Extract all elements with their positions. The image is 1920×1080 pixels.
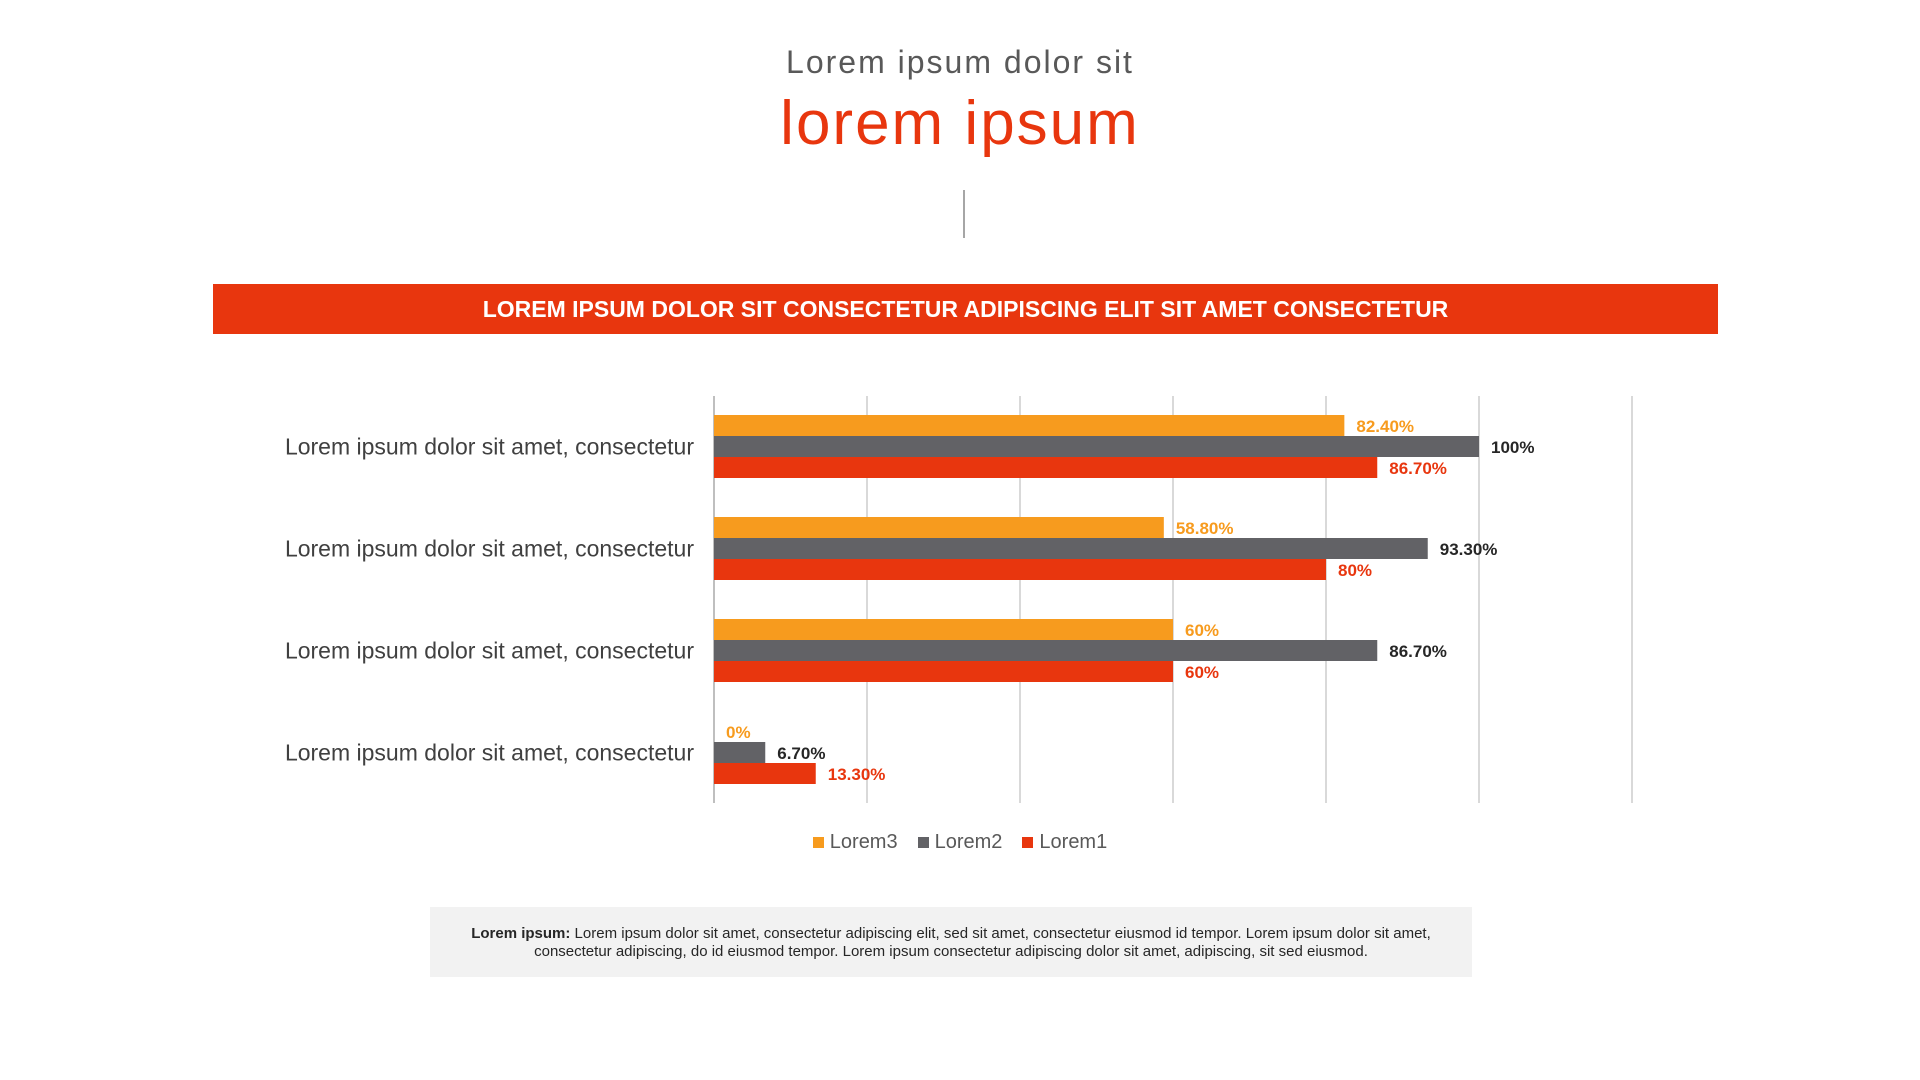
data-label: 58.80% (1176, 519, 1234, 538)
data-label: 82.40% (1356, 417, 1414, 436)
chart-legend: Lorem3 Lorem2 Lorem1 (0, 831, 1920, 854)
title-divider (963, 190, 965, 238)
legend-item-lorem2: Lorem2 (917, 831, 1003, 854)
legend-swatch-lorem2 (917, 837, 929, 848)
category-label: Lorem ipsum dolor sit amet, consectetur (285, 638, 694, 664)
data-label: 0% (726, 723, 751, 742)
data-label: 100% (1491, 438, 1534, 457)
legend-swatch-lorem1 (1022, 837, 1034, 848)
category-label: Lorem ipsum dolor sit amet, consectetur (285, 536, 694, 562)
bar-lorem3 (714, 415, 1345, 436)
footnote-text: Lorem ipsum dolor sit amet, consectetur … (534, 925, 1431, 960)
data-label: 80% (1338, 561, 1372, 580)
category-label: Lorem ipsum dolor sit amet, consectetur (285, 740, 694, 766)
page-supertitle: Lorem ipsum dolor sit (786, 44, 1134, 80)
data-label: 86.70% (1389, 642, 1447, 661)
data-label: 93.30% (1440, 540, 1498, 559)
data-label: 60% (1185, 663, 1219, 682)
legend-label-lorem2: Lorem2 (934, 831, 1003, 853)
data-label: 86.70% (1389, 459, 1447, 478)
bar-lorem1 (714, 559, 1326, 580)
banner-text: LOREM IPSUM DOLOR SIT CONSECTETUR ADIPIS… (482, 295, 1449, 322)
bar-lorem2 (714, 436, 1479, 457)
legend-label-lorem1: Lorem1 (1039, 831, 1108, 853)
bar-lorem1 (714, 763, 816, 784)
footnote-lead: Lorem ipsum: (471, 925, 571, 942)
legend-swatch-lorem3 (812, 837, 824, 848)
bar-lorem2 (714, 742, 766, 763)
legend-label-lorem3: Lorem3 (829, 831, 898, 853)
bar-lorem2 (714, 640, 1378, 661)
page-title: lorem ipsum (780, 89, 1140, 158)
category-label: Lorem ipsum dolor sit amet, consectetur (285, 434, 694, 460)
bar-lorem1 (714, 661, 1173, 682)
bar-lorem1 (714, 457, 1378, 478)
bar-lorem2 (714, 538, 1428, 559)
legend-item-lorem1: Lorem1 (1022, 831, 1107, 854)
legend-item-lorem3: Lorem3 (812, 831, 898, 854)
bar-lorem3 (714, 517, 1164, 538)
data-label: 13.30% (828, 765, 886, 784)
section-banner: LOREM IPSUM DOLOR SIT CONSECTETUR ADIPIS… (213, 284, 1718, 334)
data-label: 60% (1185, 621, 1219, 640)
footnote-box: Lorem ipsum: Lorem ipsum dolor sit amet,… (430, 907, 1472, 977)
data-label: 6.70% (777, 744, 825, 763)
bar-lorem3 (714, 619, 1173, 640)
